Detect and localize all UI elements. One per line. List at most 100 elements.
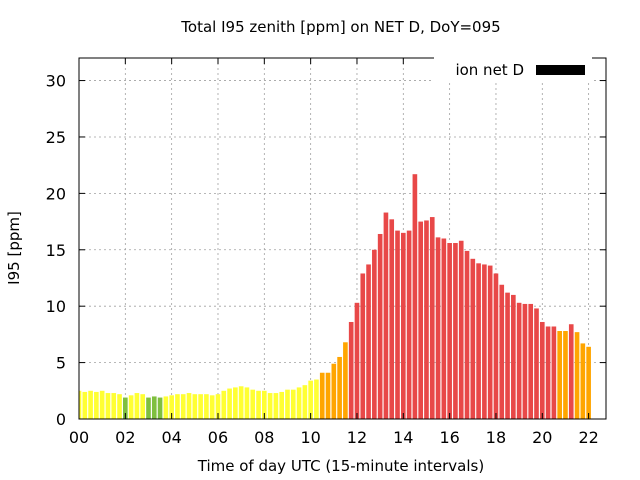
x-tick-label: 12 — [347, 428, 367, 447]
bar — [343, 342, 348, 419]
bar — [395, 230, 400, 419]
bar — [360, 273, 366, 419]
bar — [140, 394, 146, 419]
bar — [262, 390, 267, 419]
bar — [256, 390, 261, 419]
bar — [516, 302, 522, 419]
bar — [296, 387, 302, 419]
bar — [487, 265, 493, 419]
y-tick-label: 15 — [46, 241, 66, 260]
bar — [198, 394, 203, 419]
bar — [285, 389, 290, 419]
bar — [366, 264, 371, 419]
bar — [574, 332, 580, 419]
bar — [447, 243, 452, 419]
bar — [482, 264, 487, 419]
bar — [175, 394, 180, 419]
bar — [551, 326, 557, 419]
x-axis-label: Time of day UTC (15-minute intervals) — [197, 457, 484, 475]
bar — [180, 394, 186, 419]
bar — [545, 326, 551, 419]
x-tick-label: 00 — [69, 428, 89, 447]
bar — [82, 391, 88, 419]
y-tick-label: 30 — [46, 72, 66, 91]
bar — [435, 237, 441, 419]
bar — [354, 302, 360, 419]
x-tick-label: 08 — [254, 428, 274, 447]
bar — [441, 238, 447, 419]
bar — [99, 390, 105, 419]
bar — [331, 363, 337, 419]
bar — [233, 387, 238, 419]
bar — [209, 395, 215, 419]
bar — [88, 390, 93, 419]
bar — [204, 394, 209, 419]
bar — [389, 219, 395, 419]
bar — [499, 284, 505, 419]
bar — [539, 321, 545, 419]
bar — [134, 393, 140, 419]
bar — [418, 221, 423, 419]
bar — [470, 258, 476, 419]
chart-title: Total I95 zenith [ppm] on NET D, DoY=095 — [180, 18, 500, 36]
bar — [458, 240, 464, 419]
bar — [302, 385, 308, 419]
bar — [267, 393, 273, 419]
x-tick-label: 04 — [161, 428, 181, 447]
x-tick-labels: 00 02 04 06 08 10 12 14 16 18 20 22 — [69, 428, 599, 447]
legend: ion net D — [434, 56, 592, 82]
legend-swatch — [536, 65, 585, 75]
ticks — [78, 58, 606, 420]
y-tick-label: 0 — [56, 410, 66, 429]
bar — [146, 397, 151, 419]
x-tick-label: 20 — [532, 428, 552, 447]
bar — [464, 250, 470, 419]
bar — [372, 249, 377, 419]
bar — [319, 372, 325, 419]
y-tick-label: 5 — [56, 354, 66, 373]
bar — [117, 394, 122, 419]
bar — [511, 294, 516, 419]
x-tick-label: 18 — [486, 428, 506, 447]
y-tick-label: 25 — [46, 128, 66, 147]
bar — [238, 386, 244, 419]
bar — [534, 308, 539, 419]
bar — [528, 303, 534, 419]
bar — [157, 397, 163, 419]
bar — [273, 393, 279, 419]
bar — [563, 331, 568, 419]
bar — [111, 393, 117, 419]
bar — [505, 292, 510, 419]
bar — [227, 388, 232, 419]
bar — [151, 396, 157, 419]
bar — [522, 303, 528, 419]
bar — [406, 230, 412, 419]
bar — [215, 394, 221, 419]
bar — [580, 343, 586, 419]
bar — [79, 390, 82, 419]
y-tick-label: 10 — [46, 297, 66, 316]
x-tick-label: 10 — [300, 428, 320, 447]
y-tick-labels: 0 5 10 15 20 25 30 — [46, 72, 66, 429]
bar — [476, 263, 481, 419]
x-tick-label: 06 — [208, 428, 228, 447]
bar — [308, 380, 313, 419]
bar — [221, 390, 227, 419]
bar — [557, 331, 562, 419]
x-tick-label: 02 — [115, 428, 135, 447]
bar — [325, 372, 331, 419]
bar — [348, 321, 354, 419]
y-axis-label: I95 [ppm] — [5, 211, 23, 285]
bar — [400, 232, 406, 419]
bar — [493, 273, 499, 419]
bar — [290, 389, 296, 419]
bar — [337, 356, 342, 419]
plot-frame — [78, 57, 607, 420]
bar — [169, 395, 174, 419]
x-tick-label: 14 — [393, 428, 413, 447]
bar — [192, 394, 198, 419]
bar — [377, 233, 383, 419]
bar — [244, 387, 250, 419]
bar — [128, 395, 134, 419]
